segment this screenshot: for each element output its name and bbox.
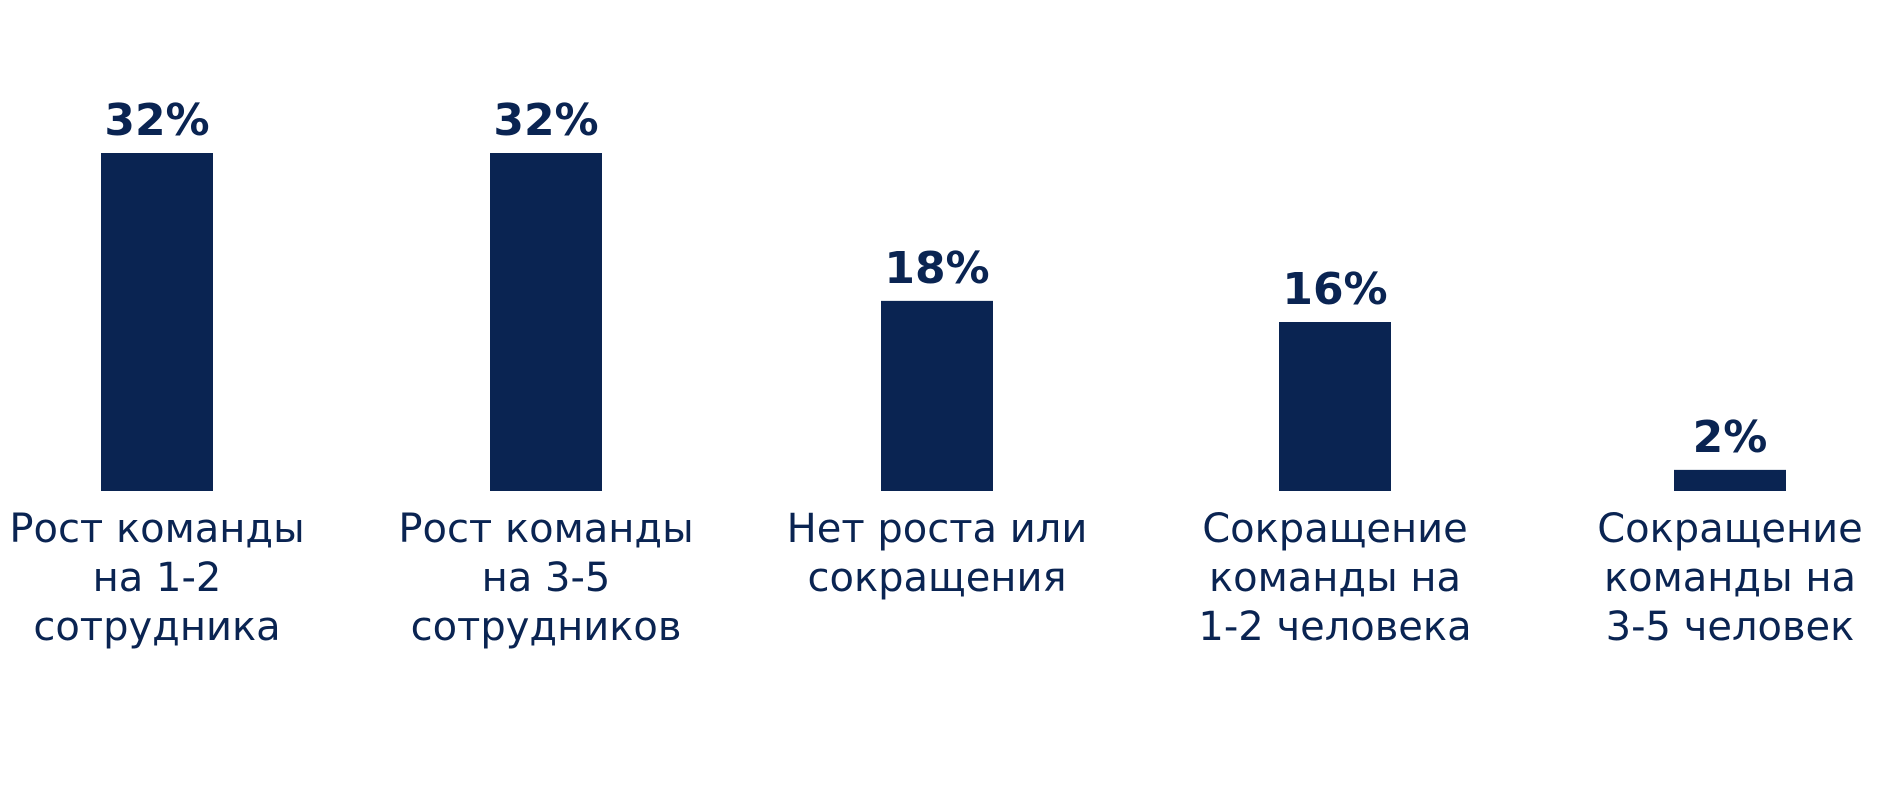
bar bbox=[101, 153, 213, 491]
category-label-line: на 3-5 bbox=[482, 555, 611, 601]
bar bbox=[881, 300, 993, 491]
data-label: 2% bbox=[1693, 412, 1768, 463]
category-label-line: 3-5 человек bbox=[1606, 604, 1855, 650]
category-label: Сокращение команды на 3-5 человек bbox=[1597, 506, 1863, 650]
category-label: Сокращение команды на 1-2 человека bbox=[1198, 506, 1471, 650]
category-label-line: Сокращение bbox=[1597, 506, 1863, 552]
category-label-line: команды на bbox=[1209, 555, 1461, 601]
bar bbox=[490, 153, 602, 491]
data-label: 32% bbox=[104, 95, 209, 146]
category-label: Нет роста или сокращения bbox=[787, 506, 1088, 601]
category-label-line: сокращения bbox=[807, 555, 1066, 601]
category-label-line: Рост команды bbox=[9, 506, 304, 552]
category-label: Рост команды на 3-5 сотрудников bbox=[398, 506, 693, 650]
category-label-line: Нет роста или bbox=[787, 506, 1088, 552]
category-label-line: команды на bbox=[1604, 555, 1856, 601]
category-label-line: Сокращение bbox=[1202, 506, 1468, 552]
data-label: 18% bbox=[884, 243, 989, 294]
category-label-line: сотрудников bbox=[411, 604, 682, 650]
category-label-line: 1-2 человека bbox=[1198, 604, 1471, 650]
data-label: 32% bbox=[493, 95, 598, 146]
bar bbox=[1279, 322, 1391, 491]
category-label-line: Рост команды bbox=[398, 506, 693, 552]
category-label: Рост команды на 1-2 сотрудника bbox=[9, 506, 304, 650]
category-label-line: на 1-2 bbox=[93, 555, 222, 601]
category-label-line: сотрудника bbox=[33, 604, 280, 650]
data-label: 16% bbox=[1282, 264, 1387, 315]
bar bbox=[1674, 469, 1786, 491]
